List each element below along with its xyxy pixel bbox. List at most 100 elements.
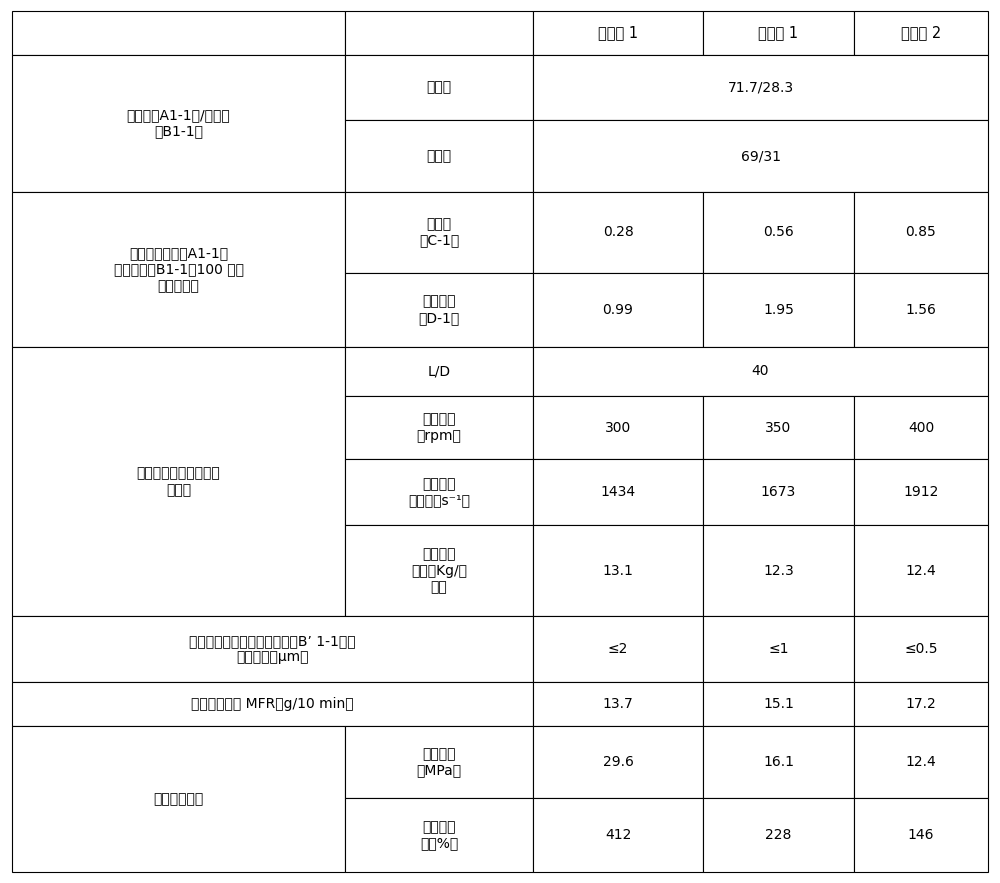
Text: 13.1: 13.1 (603, 563, 633, 577)
Text: 300: 300 (605, 420, 631, 434)
Text: L/D: L/D (427, 365, 451, 379)
Text: 146: 146 (908, 828, 934, 842)
Text: 比较例 2: 比较例 2 (901, 25, 941, 40)
Text: 13.7: 13.7 (603, 698, 633, 712)
Bar (533, 396, 703, 459)
Text: 交联剂
（C-1）: 交联剂 （C-1） (419, 217, 459, 247)
Bar (345, 120, 533, 192)
Text: 氟树脂复合物 MFR（g/10 min）: 氟树脂复合物 MFR（g/10 min） (191, 698, 354, 712)
Text: 1.56: 1.56 (906, 303, 936, 317)
Bar (345, 273, 533, 347)
Text: 1673: 1673 (761, 485, 796, 499)
Text: 69/31: 69/31 (740, 149, 780, 163)
Text: 15.1: 15.1 (763, 698, 794, 712)
Bar (533, 55, 988, 120)
Bar (12, 192, 345, 347)
Bar (854, 525, 988, 616)
Text: 400: 400 (908, 420, 934, 434)
Text: 350: 350 (765, 420, 792, 434)
Bar (533, 616, 703, 683)
Text: 氟树脂复合物的制备工
艺条件: 氟树脂复合物的制备工 艺条件 (137, 466, 220, 497)
Bar (854, 726, 988, 798)
Bar (854, 798, 988, 872)
Bar (703, 396, 854, 459)
Text: 12.4: 12.4 (906, 755, 936, 769)
Bar (345, 525, 533, 616)
Bar (345, 11, 533, 55)
Text: 12.3: 12.3 (763, 563, 794, 577)
Text: 16.1: 16.1 (763, 755, 794, 769)
Text: 71.7/28.3: 71.7/28.3 (727, 80, 794, 94)
Bar (854, 396, 988, 459)
Bar (345, 726, 533, 798)
Bar (533, 683, 703, 726)
Bar (12, 726, 345, 872)
Text: 412: 412 (605, 828, 631, 842)
Text: ≤1: ≤1 (768, 642, 789, 656)
Bar (533, 192, 703, 273)
Text: 0.28: 0.28 (603, 225, 633, 239)
Text: 相对于氟树脂（A1-1）
及氟生胶（B1-1）100 质量
份的加入量: 相对于氟树脂（A1-1） 及氟生胶（B1-1）100 质量 份的加入量 (114, 246, 244, 293)
Bar (533, 120, 988, 192)
Text: 1.95: 1.95 (763, 303, 794, 317)
Bar (345, 347, 533, 396)
Bar (703, 11, 854, 55)
Bar (345, 55, 533, 120)
Bar (854, 683, 988, 726)
Text: 17.2: 17.2 (906, 698, 936, 712)
Bar (12, 11, 345, 55)
Bar (854, 11, 988, 55)
Text: 228: 228 (765, 828, 792, 842)
Bar (703, 192, 854, 273)
Bar (533, 11, 703, 55)
Text: ≤0.5: ≤0.5 (904, 642, 938, 656)
Bar (703, 273, 854, 347)
Bar (854, 459, 988, 525)
Bar (854, 273, 988, 347)
Text: 12.4: 12.4 (906, 563, 936, 577)
Bar (345, 192, 533, 273)
Bar (703, 525, 854, 616)
Text: 体积比: 体积比 (426, 149, 452, 163)
Bar (12, 616, 533, 683)
Bar (533, 726, 703, 798)
Text: 拉伸强度
（MPa）: 拉伸强度 （MPa） (416, 747, 462, 777)
Text: 氟树脂（A1-1）/氟生胶
（B1-1）: 氟树脂（A1-1）/氟生胶 （B1-1） (127, 109, 230, 139)
Text: 混炼时剪
切速率（s⁻¹）: 混炼时剪 切速率（s⁻¹） (408, 477, 470, 508)
Bar (703, 726, 854, 798)
Bar (533, 525, 703, 616)
Bar (533, 347, 988, 396)
Bar (533, 798, 703, 872)
Bar (533, 459, 703, 525)
Text: 0.85: 0.85 (906, 225, 936, 239)
Bar (345, 396, 533, 459)
Text: 助交联剂
（D-1）: 助交联剂 （D-1） (418, 295, 460, 325)
Text: 氟树脂复合物中交联氟橡胶（Bʼ 1-1）的
平均粒径（μm）: 氟树脂复合物中交联氟橡胶（Bʼ 1-1）的 平均粒径（μm） (189, 634, 356, 664)
Bar (12, 683, 533, 726)
Bar (533, 273, 703, 347)
Text: 螺杆转速
（rpm）: 螺杆转速 （rpm） (417, 412, 461, 442)
Bar (703, 459, 854, 525)
Text: 1434: 1434 (600, 485, 636, 499)
Bar (703, 616, 854, 683)
Text: 0.99: 0.99 (603, 303, 633, 317)
Text: 29.6: 29.6 (603, 755, 633, 769)
Text: 实施例 1: 实施例 1 (598, 25, 638, 40)
Text: 质量比: 质量比 (426, 80, 452, 94)
Bar (854, 616, 988, 683)
Text: 断裂伸长
率（%）: 断裂伸长 率（%） (420, 820, 458, 850)
Bar (703, 683, 854, 726)
Bar (345, 798, 533, 872)
Bar (854, 192, 988, 273)
Text: 40: 40 (752, 365, 769, 379)
Bar (12, 55, 345, 192)
Text: 制件拉伸性能: 制件拉伸性能 (153, 792, 204, 806)
Text: ≤2: ≤2 (608, 642, 628, 656)
Bar (345, 459, 533, 525)
Text: 比较例 1: 比较例 1 (758, 25, 799, 40)
Text: 0.56: 0.56 (763, 225, 794, 239)
Bar (12, 347, 345, 616)
Text: 1912: 1912 (903, 485, 939, 499)
Bar (703, 798, 854, 872)
Text: 平均挤出
速度（Kg/小
时）: 平均挤出 速度（Kg/小 时） (411, 547, 467, 594)
